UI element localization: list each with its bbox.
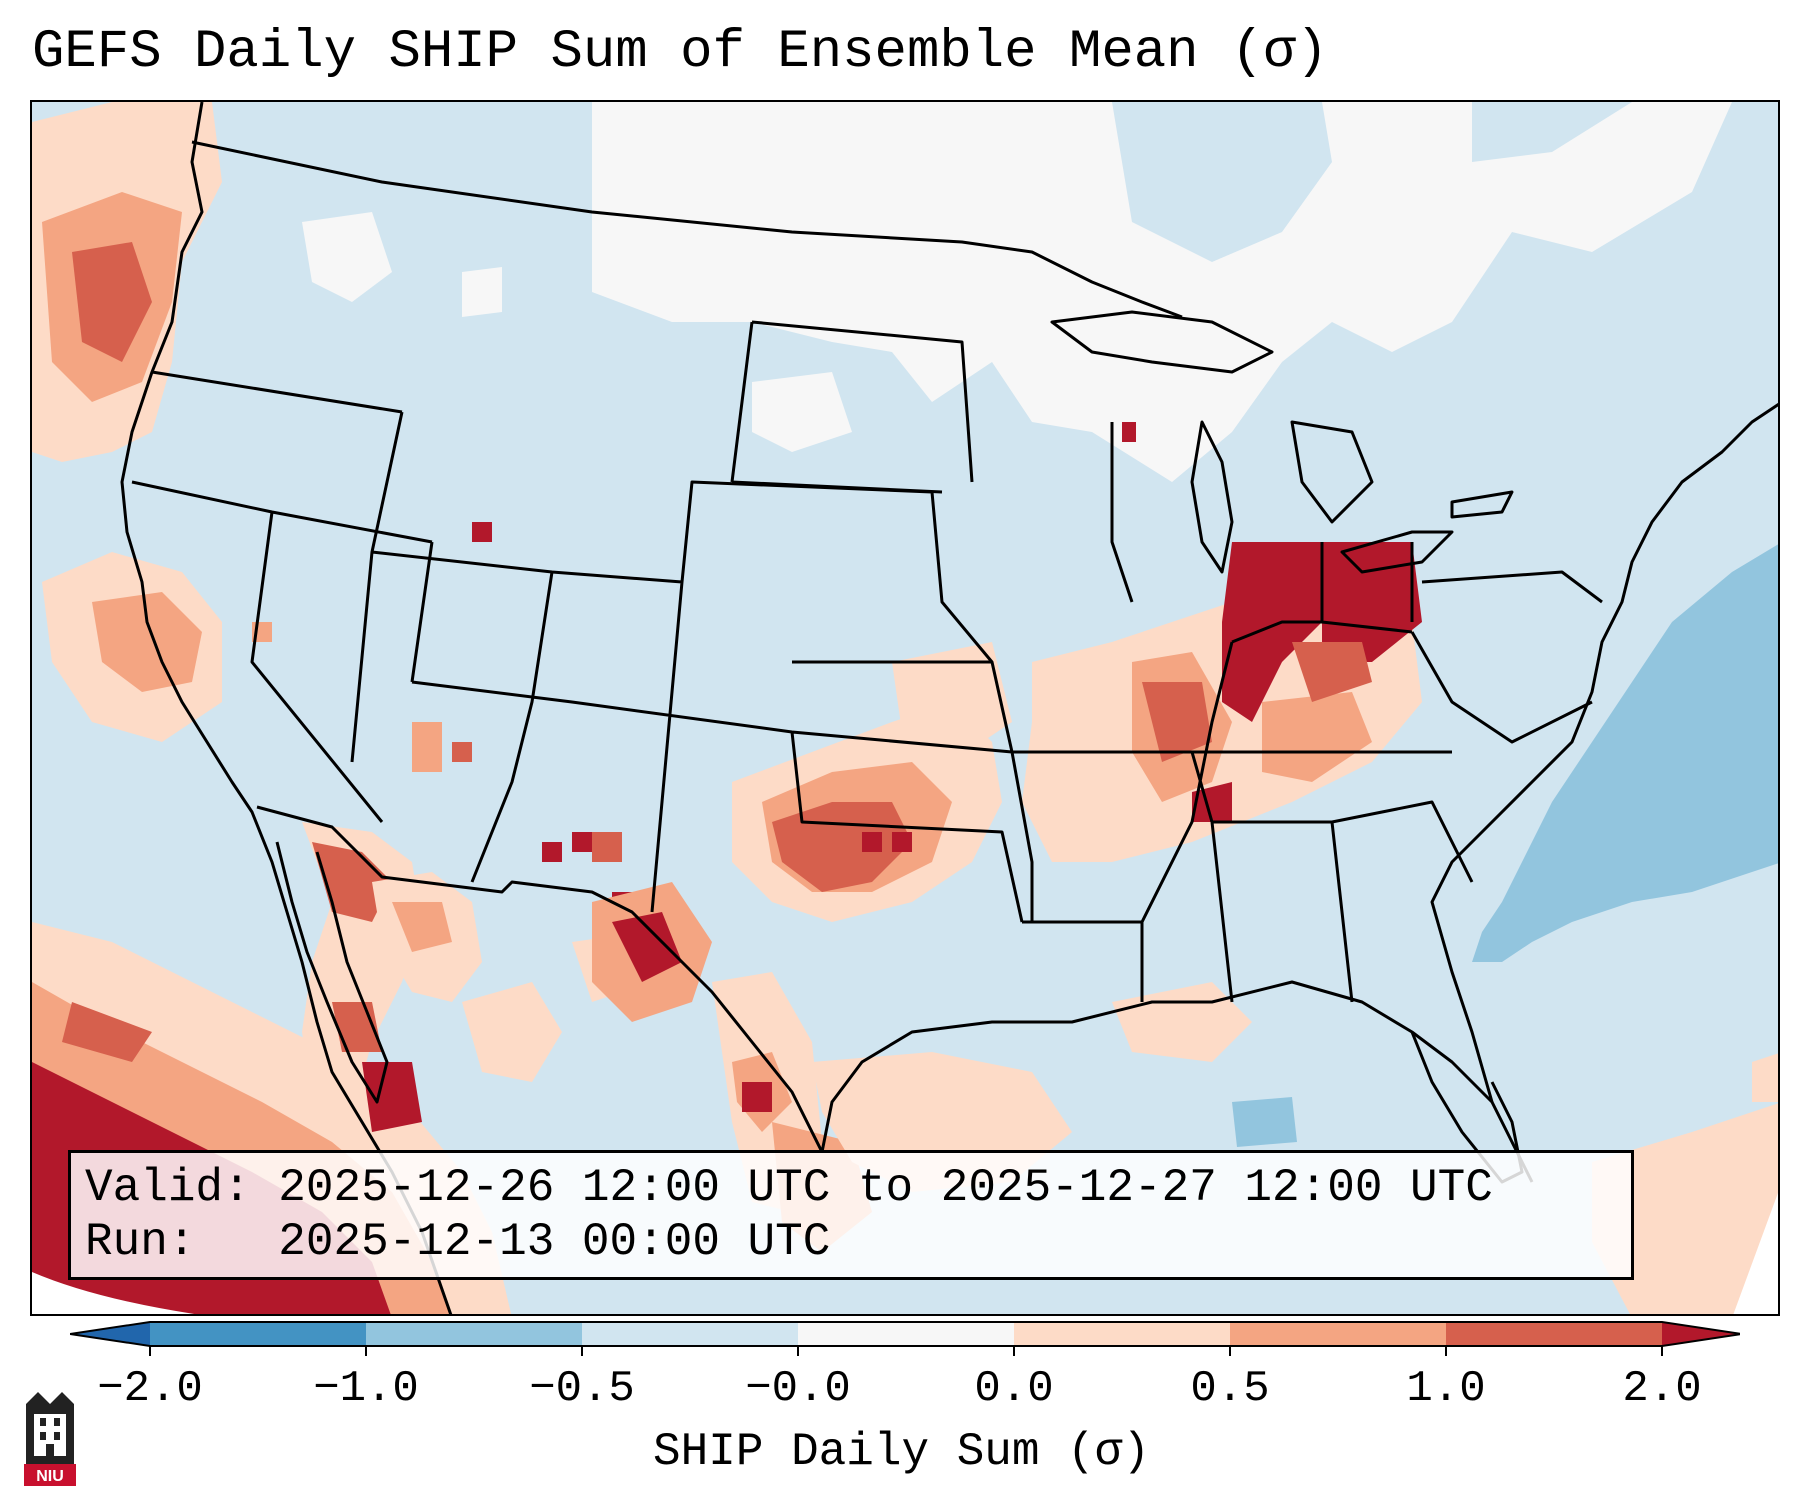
- baja-peninsula: [275, 841, 389, 1104]
- colorbar-bin: [150, 1322, 366, 1346]
- pacific-nw-positive: [32, 102, 222, 462]
- niu-logo: NIU: [24, 1392, 76, 1486]
- colorbar-bin: [1014, 1322, 1230, 1346]
- lake-erie: [1340, 530, 1454, 574]
- state-lines: [131, 320, 1603, 1003]
- colorbar-bin: [1230, 1322, 1446, 1346]
- projection-edge-lower-left: [32, 1272, 195, 1314]
- boundaries: [120, 102, 1778, 1314]
- us-mexico-border: [256, 805, 824, 1153]
- map-title: GEFS Daily SHIP Sum of Ensemble Mean (σ): [32, 22, 1329, 83]
- colorbar-bin: [1446, 1322, 1662, 1346]
- colorbar-extend-high: [1662, 1322, 1740, 1346]
- neutral-areas: [302, 102, 1732, 482]
- valid-time-range: 2025-12-26 12:00 UTC to 2025-12-27 12:00…: [278, 1162, 1493, 1214]
- gulf-coastline: [820, 980, 1534, 1183]
- lake-superior: [1050, 310, 1274, 374]
- us-canada-border: [191, 140, 1183, 319]
- colorbar-tick-label: −1.0: [313, 1364, 419, 1414]
- projection-edge-lower-right: [1733, 1192, 1778, 1314]
- run-label: Run:: [85, 1216, 196, 1268]
- colorbar-tick-label: −0.5: [529, 1364, 635, 1414]
- plains-positive: [732, 642, 1012, 922]
- colorbar-tick-label: 2.0: [1622, 1364, 1702, 1414]
- atlantic-coastline: [1430, 402, 1778, 1103]
- colorbar-label: SHIP Daily Sum (σ): [653, 1426, 1150, 1478]
- colorbar-tick-label: −2.0: [97, 1364, 203, 1414]
- colorbar-tick-label: 0.5: [1190, 1364, 1270, 1414]
- colorbar-tick-label: 0.0: [974, 1364, 1054, 1414]
- colorbar-bin: [366, 1322, 582, 1346]
- colorbar-bin: [582, 1322, 798, 1346]
- colorbar-tick-label: 1.0: [1406, 1364, 1486, 1414]
- colorbar-tick-label: −0.0: [745, 1364, 851, 1414]
- valid-label: Valid:: [85, 1162, 251, 1214]
- niu-logo-text: NIU: [36, 1468, 64, 1485]
- colorbar-extend-low: [70, 1322, 150, 1346]
- colorbar-bin: [798, 1322, 1014, 1346]
- pacific-coastline: [120, 102, 453, 1314]
- lake-ontario: [1450, 490, 1514, 519]
- run-time: 2025-12-13 00:00 UTC: [278, 1216, 831, 1268]
- validity-info-box: Valid: 2025-12-26 12:00 UTC to 2025-12-2…: [68, 1150, 1634, 1280]
- lake-michigan: [1190, 420, 1234, 574]
- lake-huron: [1290, 420, 1374, 524]
- colorbar: [70, 1321, 1740, 1356]
- map-panel: [30, 100, 1780, 1316]
- anomaly-map: [32, 102, 1778, 1314]
- caribbean-positive: [1592, 1053, 1778, 1314]
